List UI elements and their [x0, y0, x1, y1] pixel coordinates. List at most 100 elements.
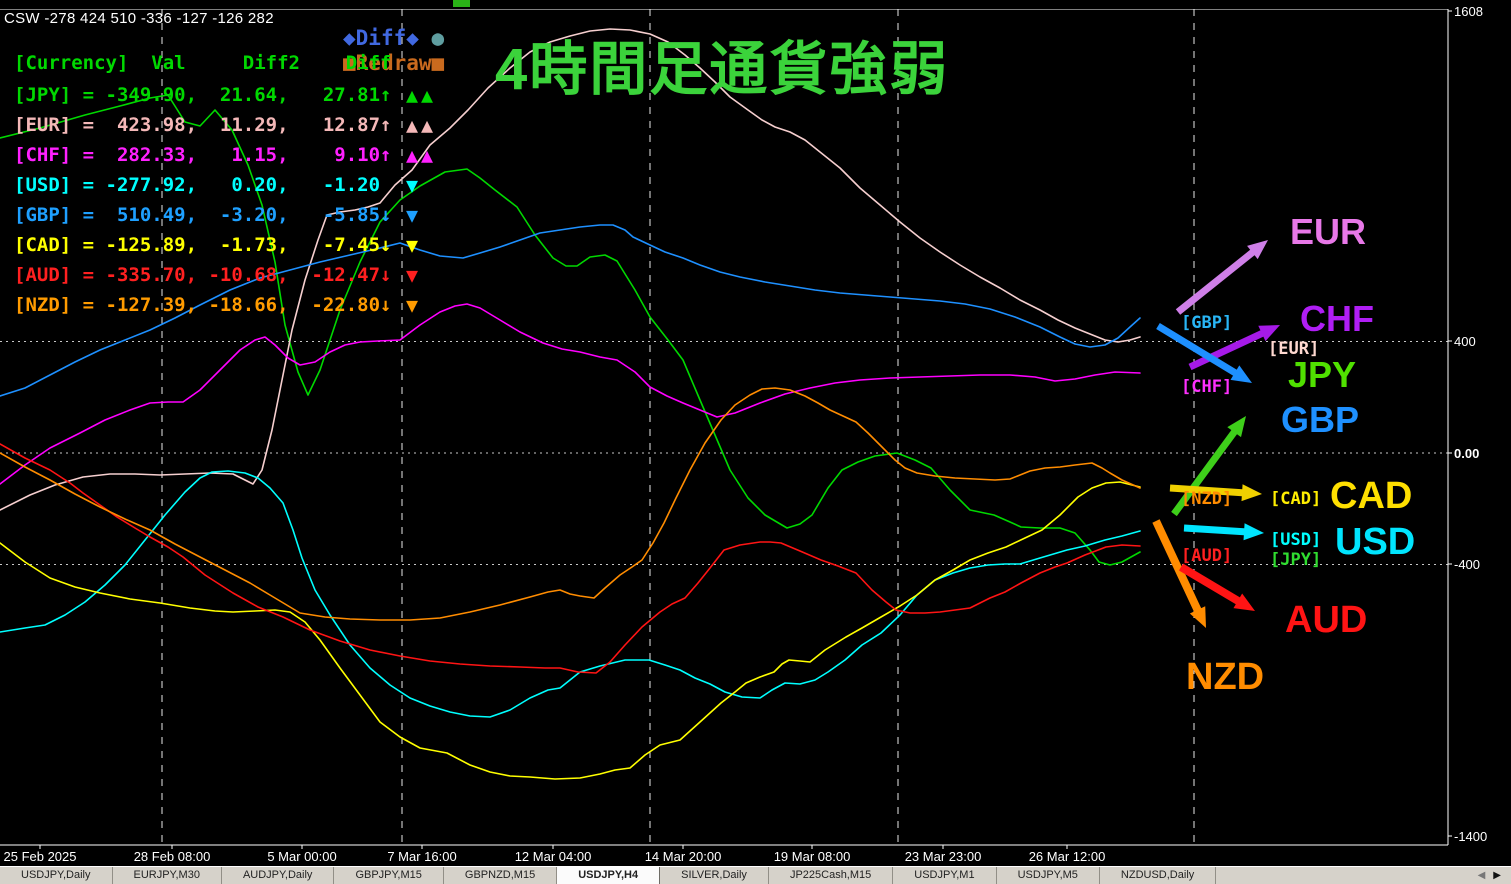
- aud-arrow: [1178, 563, 1244, 607]
- indicator-legend: ◆Diff◆ ● ■Redraw■: [343, 26, 444, 75]
- table-row-gbp: [GBP] = 510.49, -3.20, -5.85↓ ▼: [14, 200, 418, 230]
- top-green-fragment: [453, 0, 470, 7]
- chart-tab-audjpy-daily[interactable]: AUDJPY,Daily: [221, 867, 335, 884]
- trend-triangle-icon: ▲▲: [406, 143, 437, 167]
- table-row-cad: [CAD] = -125.89, -1.73, -7.45↓ ▼: [14, 230, 418, 260]
- trend-triangle-icon: ▼: [406, 203, 422, 227]
- trend-triangle-icon: ▼: [406, 173, 422, 197]
- price-axis-label: -400: [1454, 557, 1481, 572]
- time-axis-label: 12 Mar 04:00: [514, 849, 592, 864]
- series-line-gbp: [0, 224, 1141, 397]
- line-end-label-jpy: [JPY]: [1270, 550, 1322, 570]
- time-axis-label: 28 Feb 08:00: [133, 849, 211, 864]
- line-end-label-usd: [USD]: [1270, 530, 1322, 550]
- price-axis-label: 1608: [1454, 4, 1483, 19]
- line-end-label-nzd: [NZD]: [1181, 489, 1233, 509]
- series-line-chf: [0, 303, 1141, 485]
- time-axis-label: 7 Mar 16:00: [387, 849, 457, 864]
- trend-triangle-icon: ▼: [406, 233, 422, 257]
- redraw-legend-label: Redraw: [355, 51, 432, 75]
- square-icon: ■: [343, 51, 356, 75]
- aud-arrow-head: [1233, 593, 1255, 611]
- currency-label-usd: USD: [1335, 521, 1416, 563]
- table-row-nzd: [NZD] = -127.39, -18.66, -22.80↓ ▼: [14, 290, 418, 320]
- chart-tab-silver-daily[interactable]: SILVER,Daily: [660, 867, 769, 884]
- series-line-nzd: [0, 387, 1141, 621]
- diff-legend-label: Diff: [355, 26, 407, 50]
- line-end-label-chf: [CHF]: [1181, 377, 1233, 397]
- price-axis-label: 400: [1454, 334, 1476, 349]
- currency-label-nzd: NZD: [1186, 656, 1265, 698]
- line-end-label-cad: [CAD]: [1270, 489, 1322, 509]
- usd-arrow-head: [1243, 523, 1264, 541]
- gbp-arrow-head: [1227, 416, 1246, 438]
- chart-title: 4時間足通貨強弱: [495, 37, 950, 102]
- series-line-jpy: [0, 94, 1141, 566]
- trend-triangle-icon: ▼: [406, 293, 422, 317]
- table-row-jpy: [JPY] = -349.90, 21.64, 27.81↑ ▲▲: [14, 80, 433, 110]
- chf-arrow: [1188, 328, 1267, 371]
- chart-tab-usdjpy-m5[interactable]: USDJPY,M5: [996, 867, 1100, 884]
- diff-legend-row[interactable]: ◆Diff◆ ●: [343, 26, 444, 50]
- series-line-aud: [0, 443, 1141, 674]
- series-line-eur: [0, 28, 1141, 511]
- line-end-label-aud: [AUD]: [1181, 546, 1233, 566]
- trend-triangle-icon: ▲▲: [406, 113, 437, 137]
- nzd-arrow-head: [1189, 606, 1206, 628]
- strength-table: [Currency] Val Diff2 Diff [JPY] = -349.90…: [14, 46, 433, 320]
- chart-tab-usdjpy-daily[interactable]: USDJPY,Daily: [0, 867, 113, 884]
- chart-tab-jp225cash-m15[interactable]: JP225Cash,M15: [768, 867, 894, 884]
- jpy-arrow: [1156, 323, 1241, 378]
- chart-tab-gbpnzd-m15[interactable]: GBPNZD,M15: [443, 867, 558, 884]
- csw-indicator-readout: CSW -278 424 510 -336 -127 -126 282: [4, 10, 274, 27]
- chart-tab-gbpjpy-m15[interactable]: GBPJPY,M15: [334, 867, 444, 884]
- time-axis-label: 26 Mar 12:00: [1028, 849, 1106, 864]
- square-icon: ■: [431, 51, 445, 75]
- chart-tab-eurjpy-m30[interactable]: EURJPY,M30: [112, 867, 222, 884]
- tab-scroll-left-icon[interactable]: ◀: [1477, 870, 1486, 881]
- table-row-eur: [EUR] = 423.98, 11.29, 12.87↑ ▲▲: [14, 110, 433, 140]
- time-axis-label: 19 Mar 08:00: [773, 849, 851, 864]
- eur-arrow-head: [1247, 240, 1268, 260]
- jpy-arrow-head: [1230, 365, 1252, 383]
- price-axis-label: 0.00: [1454, 446, 1480, 461]
- time-axis-label: 23 Mar 23:00: [904, 849, 982, 864]
- chart-tab-nzdusd-daily[interactable]: NZDUSD,Daily: [1099, 867, 1217, 884]
- currency-label-cad: CAD: [1330, 475, 1413, 517]
- currency-label-chf: CHF: [1300, 298, 1374, 339]
- currency-label-jpy: JPY: [1288, 354, 1357, 395]
- redraw-legend-row[interactable]: ■Redraw■: [343, 51, 444, 75]
- eur-arrow: [1175, 247, 1258, 315]
- cad-arrow: [1169, 484, 1247, 497]
- diamond-icon: ◆: [343, 26, 356, 50]
- chf-arrow-head: [1258, 325, 1280, 342]
- time-axis-label: 5 Mar 00:00: [267, 849, 337, 864]
- table-row-aud: [AUD] = -335.70, -10.68, -12.47↓ ▼: [14, 260, 418, 290]
- gbp-arrow: [1171, 426, 1240, 517]
- currency-label-aud: AUD: [1285, 599, 1368, 641]
- time-axis-label: 25 Feb 2025: [3, 849, 77, 864]
- usd-arrow: [1183, 524, 1249, 536]
- circle-icon: ●: [431, 26, 445, 50]
- diamond-icon: ◆: [406, 26, 419, 50]
- table-row-chf: [CHF] = 282.33, 1.15, 9.10↑ ▲▲: [14, 140, 433, 170]
- tab-scroll-right-icon[interactable]: ▶: [1493, 870, 1501, 881]
- time-axis-label: 14 Mar 20:00: [644, 849, 722, 864]
- currency-label-eur: EUR: [1290, 211, 1367, 252]
- trend-triangle-icon: ▲▲: [406, 83, 437, 107]
- currency-label-gbp: GBP: [1281, 399, 1360, 440]
- trend-triangle-icon: ▼: [406, 263, 422, 287]
- series-line-cad: [0, 481, 1141, 780]
- line-end-label-gbp: [GBP]: [1181, 313, 1233, 333]
- chart-tab-usdjpy-m1[interactable]: USDJPY,M1: [893, 867, 997, 884]
- top-strip: [0, 0, 1511, 9]
- table-row-usd: [USD] = -277.92, 0.20, -1.20 ▼: [14, 170, 418, 200]
- table-header-row: [Currency] Val Diff2 Diff: [14, 52, 392, 74]
- cad-arrow-head: [1241, 484, 1262, 502]
- nzd-arrow: [1152, 519, 1203, 616]
- chart-tab-usdjpy-h4[interactable]: USDJPY,H4: [557, 867, 661, 884]
- line-end-label-eur: [EUR]: [1268, 339, 1320, 359]
- price-axis-label: -1400: [1454, 829, 1488, 844]
